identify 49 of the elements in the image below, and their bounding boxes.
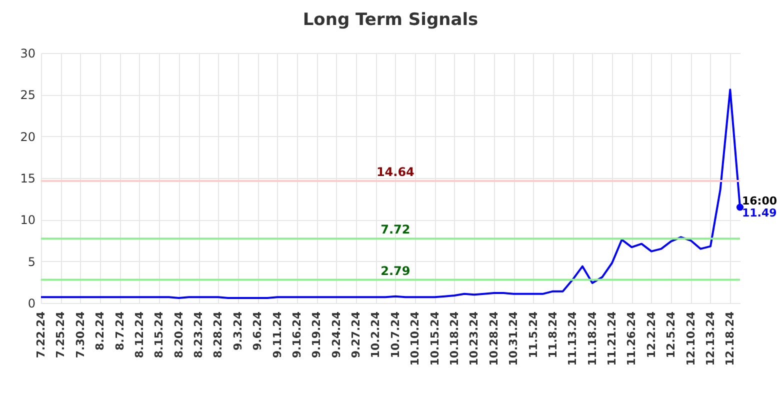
- y-tick-label: 30: [20, 46, 36, 60]
- x-tick-label: 8.7.24: [113, 311, 126, 350]
- ref-line-label: 7.72: [380, 222, 410, 237]
- ref-line-label: 14.64: [376, 165, 414, 179]
- x-tick-label: 11.5.24: [526, 311, 540, 358]
- x-tick-label: 11.26.24: [625, 311, 638, 366]
- x-tick-label: 10.23.24: [468, 311, 481, 366]
- ref-line-label: 2.79: [380, 264, 410, 278]
- x-tick-label: 11.13.24: [566, 311, 580, 366]
- x-tick-label: 11.18.24: [586, 311, 599, 366]
- y-tick-label: 15: [20, 172, 36, 186]
- x-tick-label: 10.10.24: [408, 311, 422, 366]
- x-tick-label: 10.28.24: [487, 311, 500, 366]
- x-tick-label: 7.22.24: [34, 311, 48, 358]
- x-tick-label: 8.2.24: [94, 311, 107, 350]
- x-tick-label: 10.31.24: [507, 311, 520, 366]
- x-tick-label: 8.12.24: [132, 311, 146, 358]
- x-tick-label: 12.2.24: [644, 311, 658, 358]
- x-tick-label: 10.15.24: [428, 311, 442, 366]
- x-tick-label: 9.19.24: [310, 311, 324, 358]
- x-tick-label: 12.5.24: [664, 311, 678, 358]
- x-tick-label: 11.8.24: [546, 311, 560, 358]
- x-tick-label: 9.16.24: [290, 311, 304, 358]
- x-tick-label: 10.2.24: [369, 311, 382, 358]
- x-tick-label: 9.6.24: [251, 311, 264, 350]
- x-tick-label: 8.15.24: [152, 311, 166, 358]
- x-tick-label: 9.11.24: [270, 311, 284, 358]
- x-tick-label: 9.3.24: [231, 311, 244, 350]
- x-tick-label: 10.7.24: [388, 311, 402, 358]
- x-tick-label: 8.28.24: [212, 311, 225, 358]
- y-tick-label: 20: [20, 130, 36, 144]
- x-tick-label: 12.13.24: [704, 311, 717, 366]
- x-tick-label: 11.21.24: [606, 311, 619, 366]
- x-tick-label: 8.20.24: [172, 311, 186, 358]
- x-tick-label: 12.18.24: [724, 311, 737, 366]
- chart-title: Long Term Signals: [302, 10, 478, 30]
- y-tick-label: 0: [28, 296, 36, 310]
- y-tick-label: 25: [20, 88, 36, 102]
- x-tick-label: 9.27.24: [350, 311, 363, 358]
- x-tick-label: 8.23.24: [192, 311, 206, 358]
- x-tick-label: 10.18.24: [448, 311, 461, 366]
- x-tick-label: 12.10.24: [684, 311, 698, 366]
- y-tick-label: 5: [28, 254, 36, 269]
- x-tick-label: 9.24.24: [330, 311, 343, 358]
- text: 16:00: [742, 194, 778, 208]
- x-tick-label: 7.25.24: [54, 311, 68, 358]
- y-tick-label: 10: [20, 213, 36, 228]
- data-label: 11.49: [742, 206, 777, 220]
- x-tick-label: 7.30.24: [74, 311, 87, 358]
